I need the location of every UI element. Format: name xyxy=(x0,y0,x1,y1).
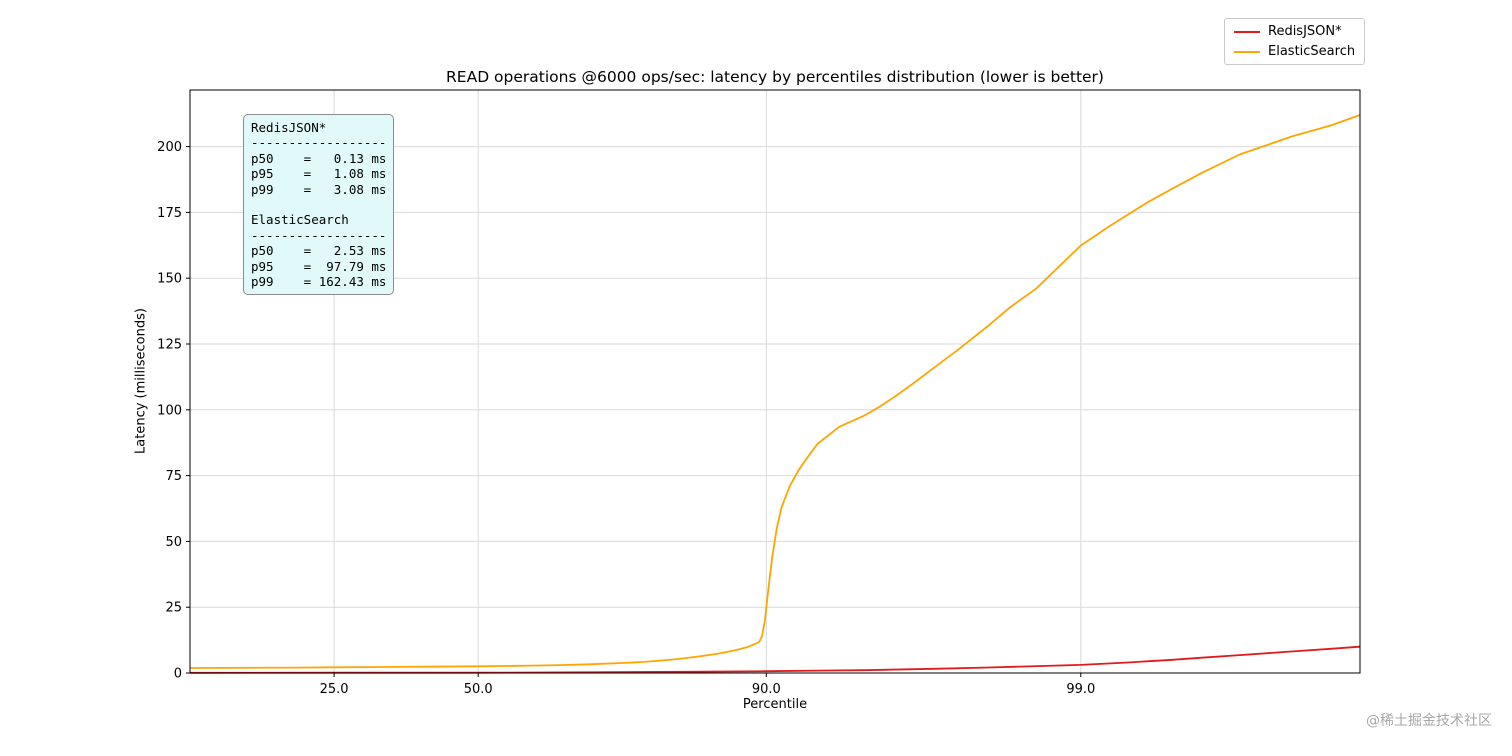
y-tick-label: 175 xyxy=(157,206,182,221)
legend-item-redisjson: RedisJSON* xyxy=(1234,24,1355,39)
legend-item-elasticsearch: ElasticSearch xyxy=(1234,44,1355,59)
series-line-elasticsearch xyxy=(189,114,1361,669)
legend-label-redisjson: RedisJSON* xyxy=(1268,24,1342,39)
x-tick-label: 25.0 xyxy=(320,682,349,697)
stats-box-text: RedisJSON* ------------------ p50 = 0.13… xyxy=(251,120,387,290)
legend-label-elasticsearch: ElasticSearch xyxy=(1268,44,1356,59)
series-line-redisjson xyxy=(189,645,1361,674)
y-tick-label: 150 xyxy=(157,272,182,287)
legend: RedisJSON* ElasticSearch xyxy=(1224,18,1366,65)
y-tick-label: 100 xyxy=(157,403,182,418)
y-tick-label: 25 xyxy=(165,601,182,616)
x-tick-label: 99.0 xyxy=(1066,682,1095,697)
y-tick-label: 75 xyxy=(165,469,182,484)
y-tick-label: 125 xyxy=(157,338,182,353)
plot-frame xyxy=(189,89,1361,674)
y-tick-label: 0 xyxy=(174,667,182,682)
stats-box: RedisJSON* ------------------ p50 = 0.13… xyxy=(243,114,395,296)
y-tick-label: 200 xyxy=(157,140,182,155)
y-tick-label: 50 xyxy=(165,535,182,550)
legend-line-redisjson xyxy=(1234,30,1260,33)
watermark: @稀土掘金技术社区 xyxy=(1366,713,1492,729)
x-axis-label: Percentile xyxy=(742,697,808,712)
chart-title: READ operations @6000 ops/sec: latency b… xyxy=(446,68,1104,86)
legend-line-elasticsearch xyxy=(1234,50,1260,53)
x-tick-label: 50.0 xyxy=(464,682,493,697)
x-tick-label: 90.0 xyxy=(752,682,781,697)
y-axis-label: Latency (milliseconds) xyxy=(133,308,149,454)
